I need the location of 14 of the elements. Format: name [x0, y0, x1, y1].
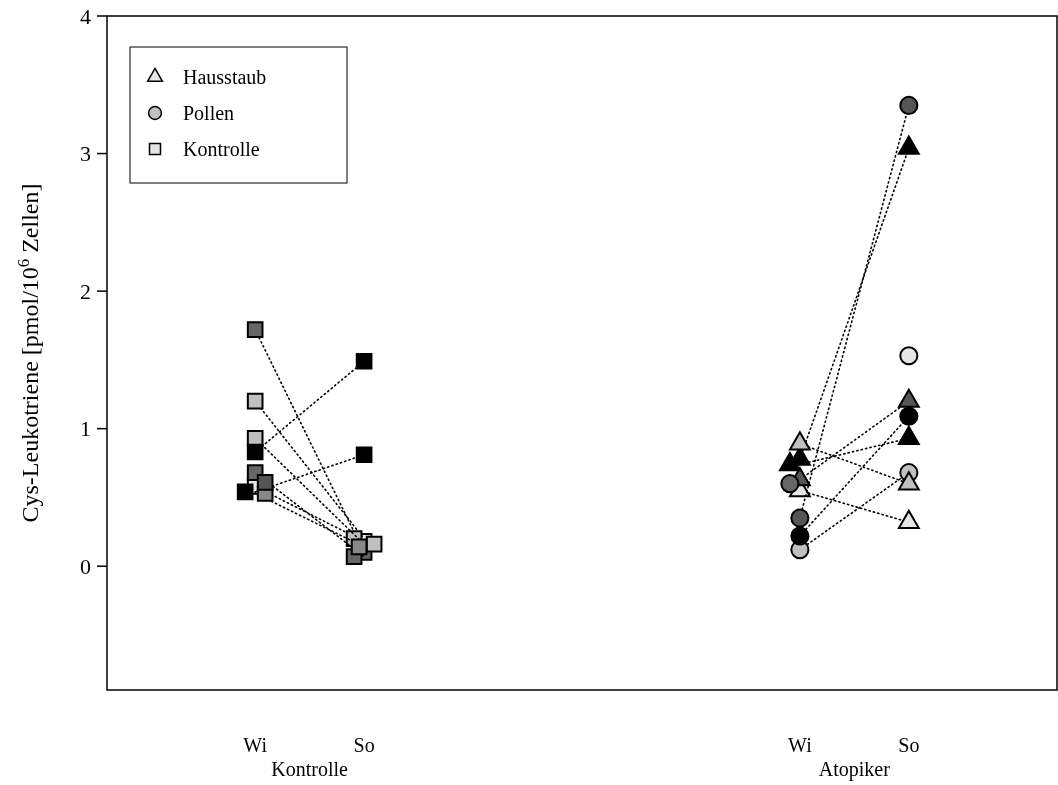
y-tick-label: 2: [80, 278, 91, 304]
y-tick-label: 3: [80, 141, 91, 167]
x-tick-label: So: [898, 734, 920, 756]
legend-label: Pollen: [183, 102, 235, 124]
x-tick-label: Wi: [243, 734, 268, 756]
x-tick-label: Wi: [788, 734, 813, 756]
y-tick-label: 1: [80, 416, 91, 442]
x-tick-label: So: [353, 734, 375, 756]
y-tick-label: 4: [80, 3, 91, 29]
legend-label: Kontrolle: [183, 138, 260, 160]
legend-label: Hausstaub: [183, 66, 267, 88]
text: Kontrolle: [271, 758, 349, 780]
y-tick-label: 0: [80, 553, 91, 579]
text: Atopiker: [818, 758, 891, 781]
